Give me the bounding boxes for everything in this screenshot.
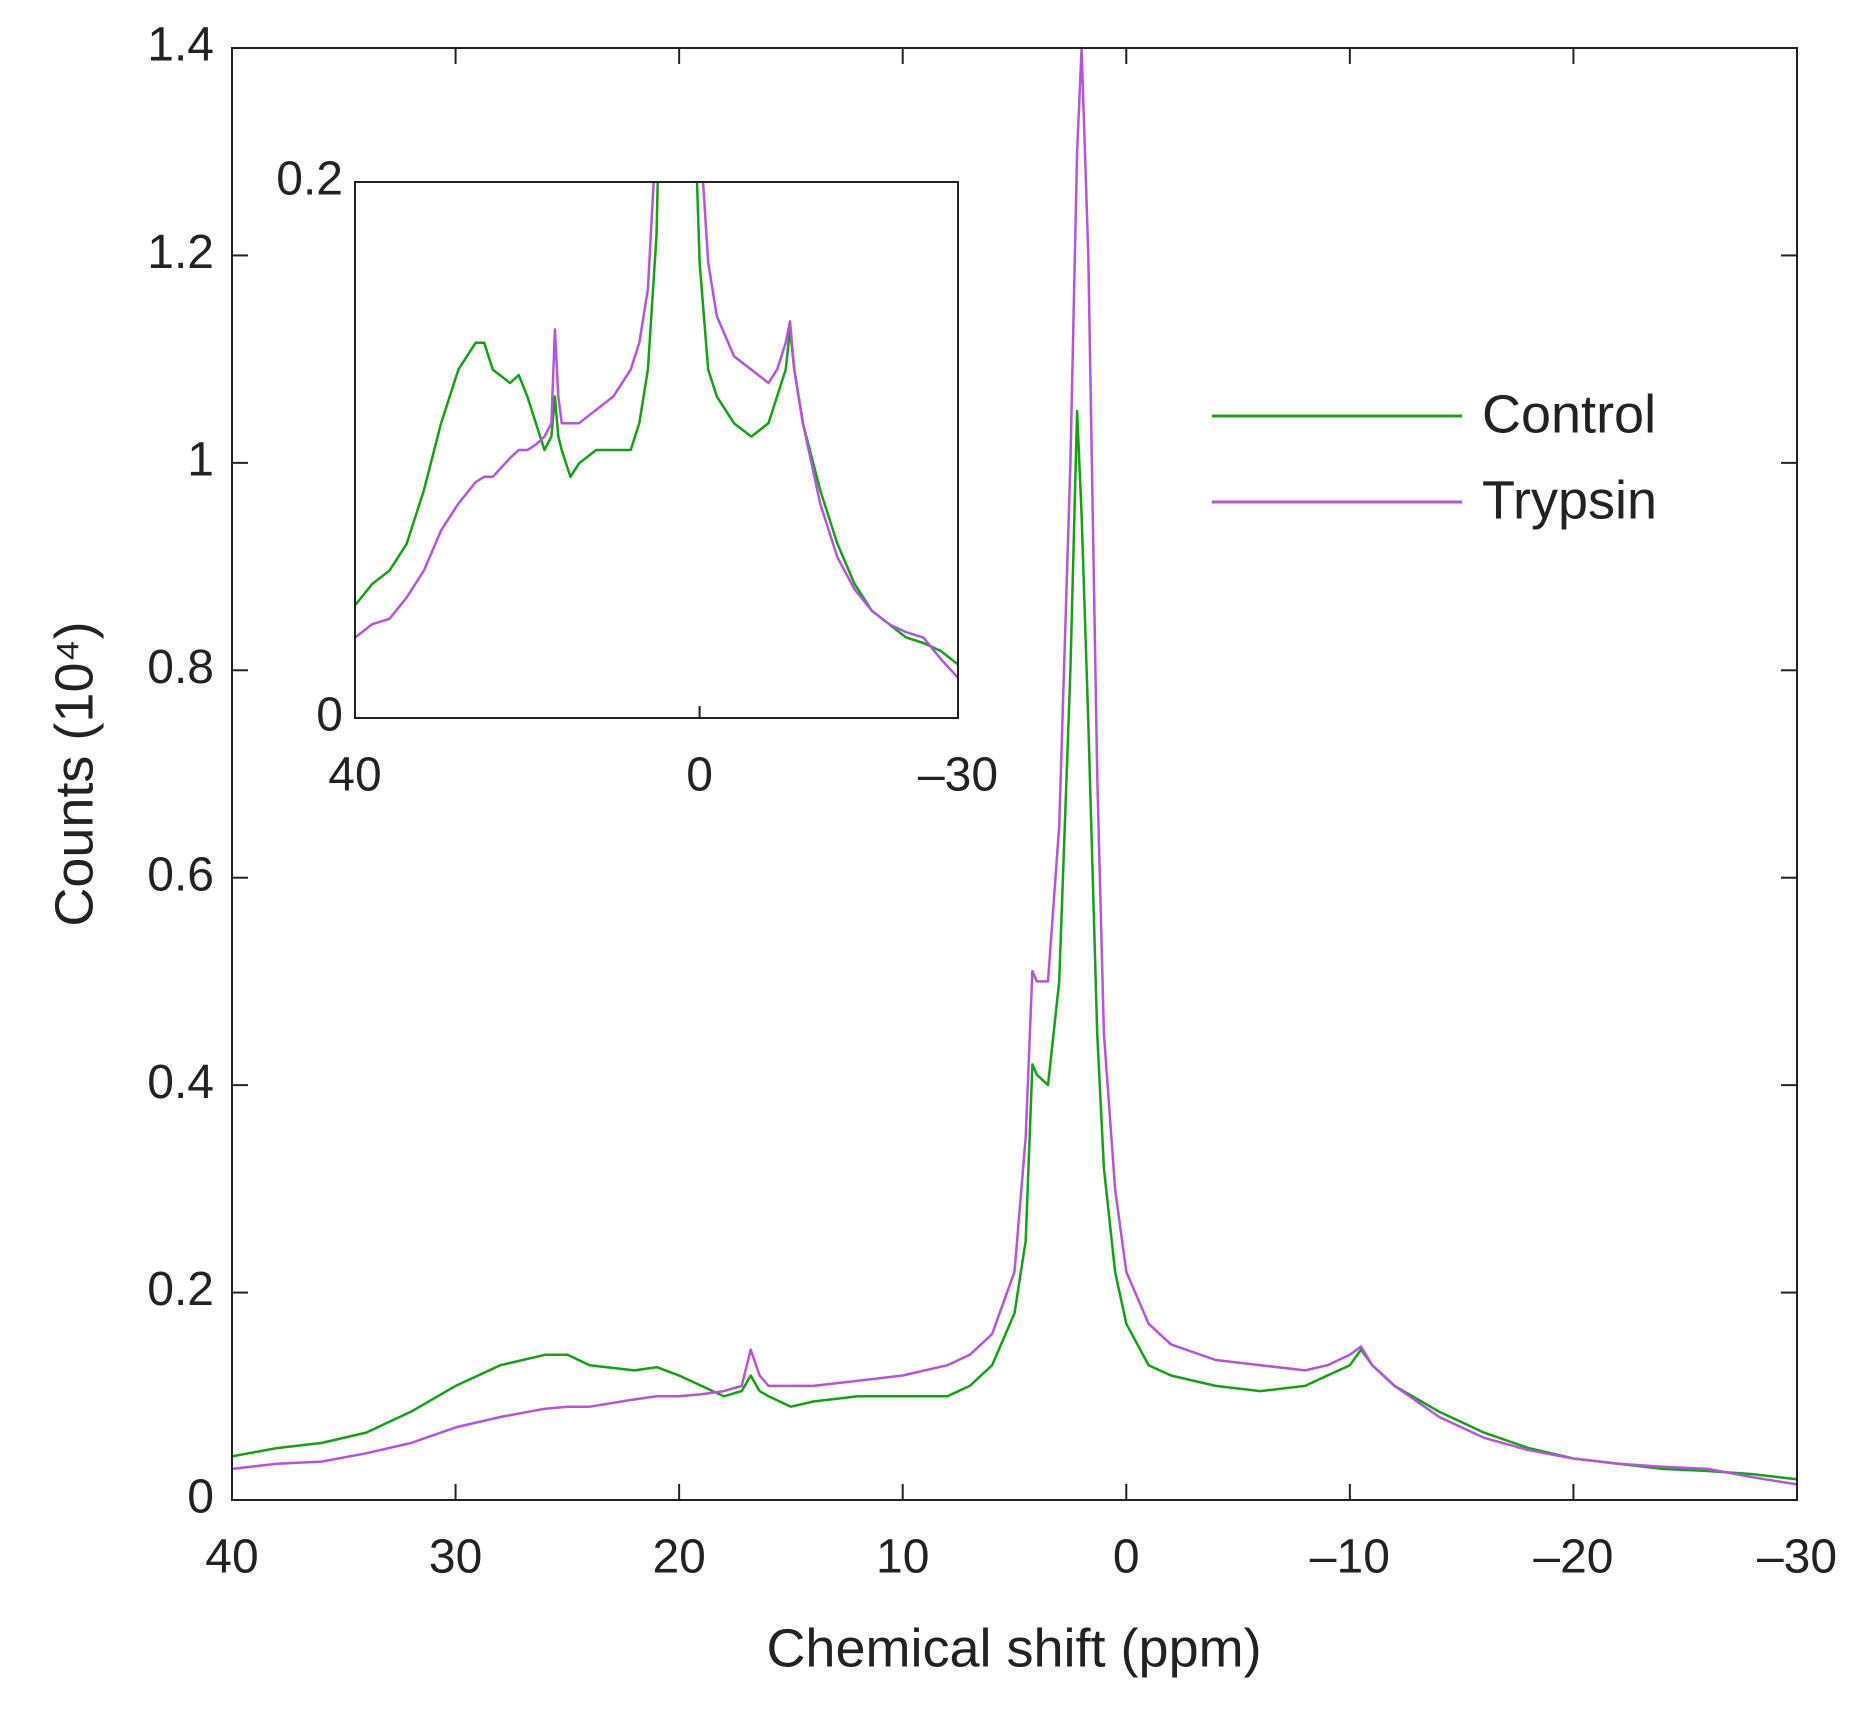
y-tick-label: 0.6 — [147, 848, 214, 901]
plot-frame — [354, 181, 959, 719]
x-tick-label: –10 — [1310, 1531, 1390, 1584]
x-tick-label: 40 — [205, 1531, 258, 1584]
x-tick-label: 10 — [876, 1531, 929, 1584]
y-tick-label: 0.8 — [147, 641, 214, 694]
plot-frame — [231, 47, 1798, 1501]
x-tick-label: 0 — [1113, 1531, 1140, 1584]
x-tick-label: 20 — [652, 1531, 705, 1584]
x-tick-label: –20 — [1533, 1531, 1613, 1584]
legend-label: Trypsin — [1482, 470, 1657, 530]
x-tick-label: –30 — [1757, 1531, 1837, 1584]
x-tick-label: 30 — [429, 1531, 482, 1584]
y-tick-label: 1 — [187, 434, 214, 487]
data-line — [231, 46, 1798, 1486]
x-axis-label: Chemical shift (ppm) — [766, 1618, 1261, 1678]
y-tick-label: 0.4 — [147, 1056, 214, 1109]
legend-label: Control — [1482, 384, 1656, 444]
x-tick-label: 0 — [686, 749, 713, 802]
y-tick-label: 0.2 — [276, 153, 343, 206]
x-tick-label: –30 — [918, 749, 998, 802]
y-axis-label: Counts (10⁴) — [44, 621, 104, 926]
y-tick-label: 1.4 — [147, 19, 214, 72]
data-line — [355, 182, 958, 679]
y-tick-label: 1.2 — [147, 226, 214, 279]
y-tick-label: 0.2 — [147, 1263, 214, 1316]
y-tick-label: 0 — [187, 1471, 214, 1524]
y-tick-label: 0 — [316, 689, 343, 742]
inset-background — [355, 182, 958, 718]
x-tick-label: 40 — [328, 749, 381, 802]
